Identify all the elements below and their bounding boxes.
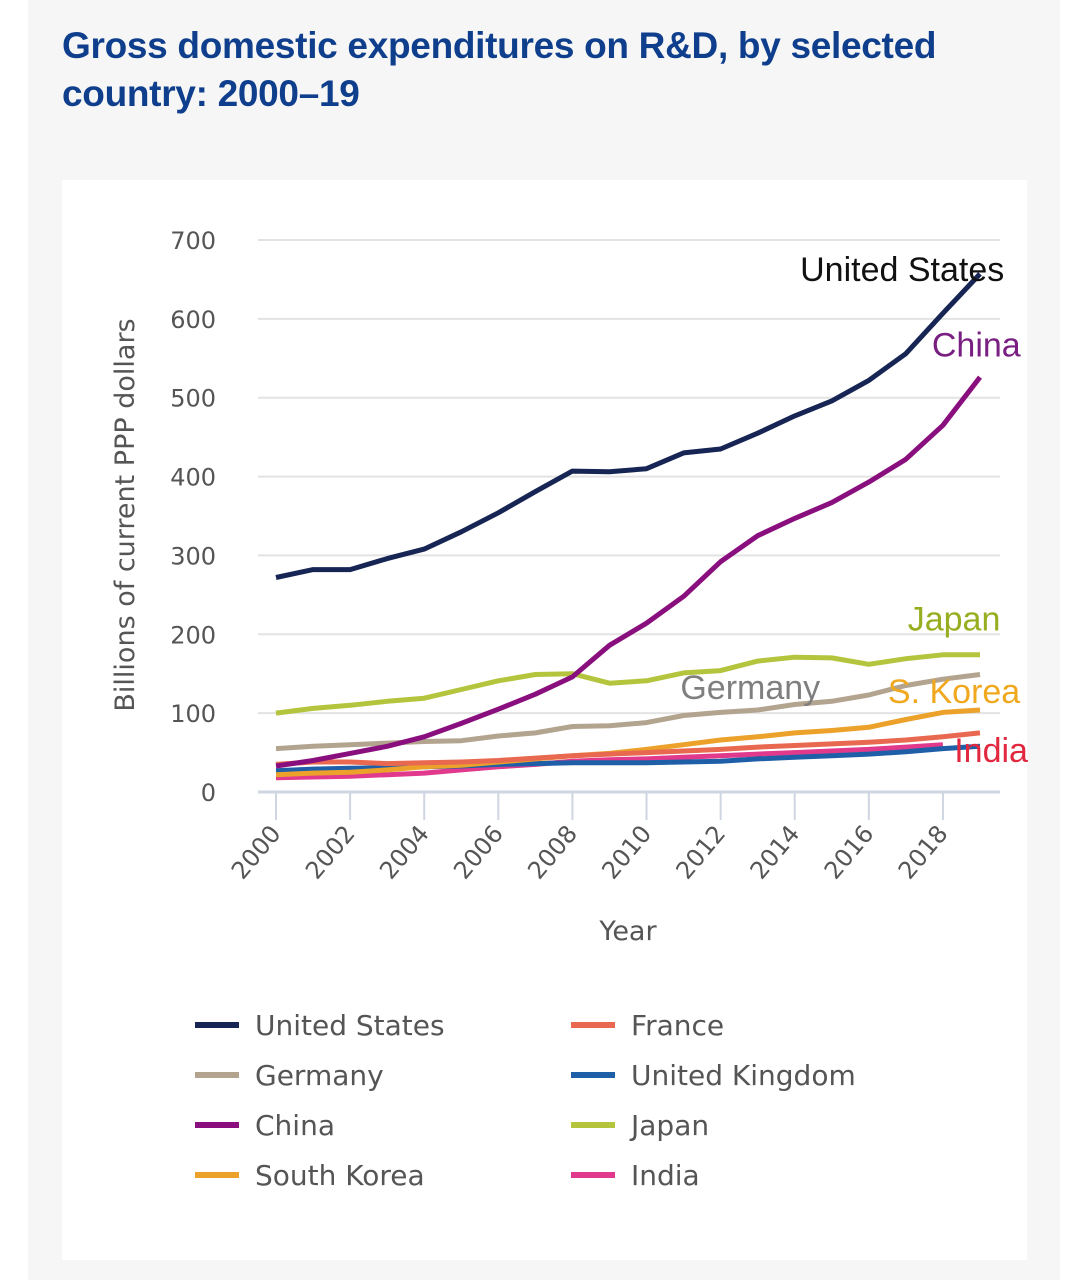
x-tick-label: 2018 xyxy=(893,820,954,885)
x-tick-label: 2016 xyxy=(819,820,880,885)
legend-label: South Korea xyxy=(255,1158,425,1192)
chart-card xyxy=(62,180,1027,1260)
legend-swatch xyxy=(571,1022,615,1028)
x-axis-title: Year xyxy=(598,916,657,947)
x-tick-label: 2012 xyxy=(671,820,732,885)
y-tick-label: 600 xyxy=(170,306,216,334)
legend-swatch xyxy=(195,1022,239,1028)
x-tick-label: 2014 xyxy=(745,820,806,885)
legend-item[interactable]: France xyxy=(571,1000,951,1050)
legend-swatch xyxy=(195,1122,239,1128)
gridlines xyxy=(258,239,1000,794)
legend-item[interactable]: South Korea xyxy=(195,1150,571,1200)
legend-item[interactable]: Japan xyxy=(571,1100,951,1150)
x-tick-label: 2010 xyxy=(596,820,657,885)
legend-label: Japan xyxy=(631,1108,710,1142)
legend-label: United States xyxy=(255,1008,445,1042)
annotation-japan: Japan xyxy=(908,600,1001,638)
x-tick-label: 2000 xyxy=(226,820,287,885)
y-tick-label: 100 xyxy=(170,700,216,728)
legend-label: India xyxy=(631,1158,700,1192)
y-axis-title: Billions of current PPP dollars xyxy=(110,318,141,711)
annotation-s-korea: S. Korea xyxy=(888,673,1020,711)
y-tick-label: 400 xyxy=(170,464,216,492)
y-tick-label: 700 xyxy=(170,227,216,255)
series-line-japan xyxy=(275,652,980,716)
legend-label: United Kingdom xyxy=(631,1058,856,1092)
x-tick-label: 2006 xyxy=(448,820,509,885)
y-tick-label: 0 xyxy=(201,779,216,807)
y-tick-label: 200 xyxy=(170,621,216,649)
legend-item[interactable]: United Kingdom xyxy=(571,1050,951,1100)
legend-label: China xyxy=(255,1108,335,1142)
legend-label: France xyxy=(631,1008,725,1042)
annotation-india: India xyxy=(954,732,1028,770)
series-line-india xyxy=(275,742,944,781)
legend-item[interactable]: United States xyxy=(195,1000,571,1050)
legend-item[interactable]: India xyxy=(571,1150,951,1200)
legend-swatch xyxy=(571,1172,615,1178)
legend-swatch xyxy=(195,1072,239,1078)
legend: United States France Germany United Kingdom… xyxy=(195,1000,955,1200)
series-lines xyxy=(275,272,982,781)
x-tick-label: 2002 xyxy=(300,820,361,885)
annotation-germany: Germany xyxy=(680,669,820,707)
x-tick-label: 2008 xyxy=(522,820,583,885)
line-annotations: United States China Japan Germany S. Korea In… xyxy=(680,251,1028,770)
annotation-china: China xyxy=(932,327,1021,365)
legend-swatch xyxy=(195,1172,239,1178)
series-line-france xyxy=(275,730,981,767)
chart-title: Gross domestic expenditures on R&D, by s… xyxy=(62,25,937,114)
legend-item[interactable]: Germany xyxy=(195,1050,571,1100)
legend-item[interactable]: China xyxy=(195,1100,571,1150)
y-tick-label: 300 xyxy=(170,542,216,570)
x-axis-ticks: 2000 2002 2004 2006 2008 2010 2012 2014 2016 2018 xyxy=(226,792,954,885)
y-tick-label: 500 xyxy=(170,385,216,413)
series-line-united-states xyxy=(275,272,982,580)
legend-swatch xyxy=(571,1072,615,1078)
legend-swatch xyxy=(571,1122,615,1128)
x-tick-label: 2004 xyxy=(374,820,435,885)
annotation-united-states: United States xyxy=(800,251,1004,289)
y-axis-ticks: 0 100 200 300 400 500 600 700 xyxy=(170,227,216,807)
legend-label: Germany xyxy=(255,1058,384,1092)
series-line-germany xyxy=(275,672,981,752)
series-line-china xyxy=(275,375,982,769)
